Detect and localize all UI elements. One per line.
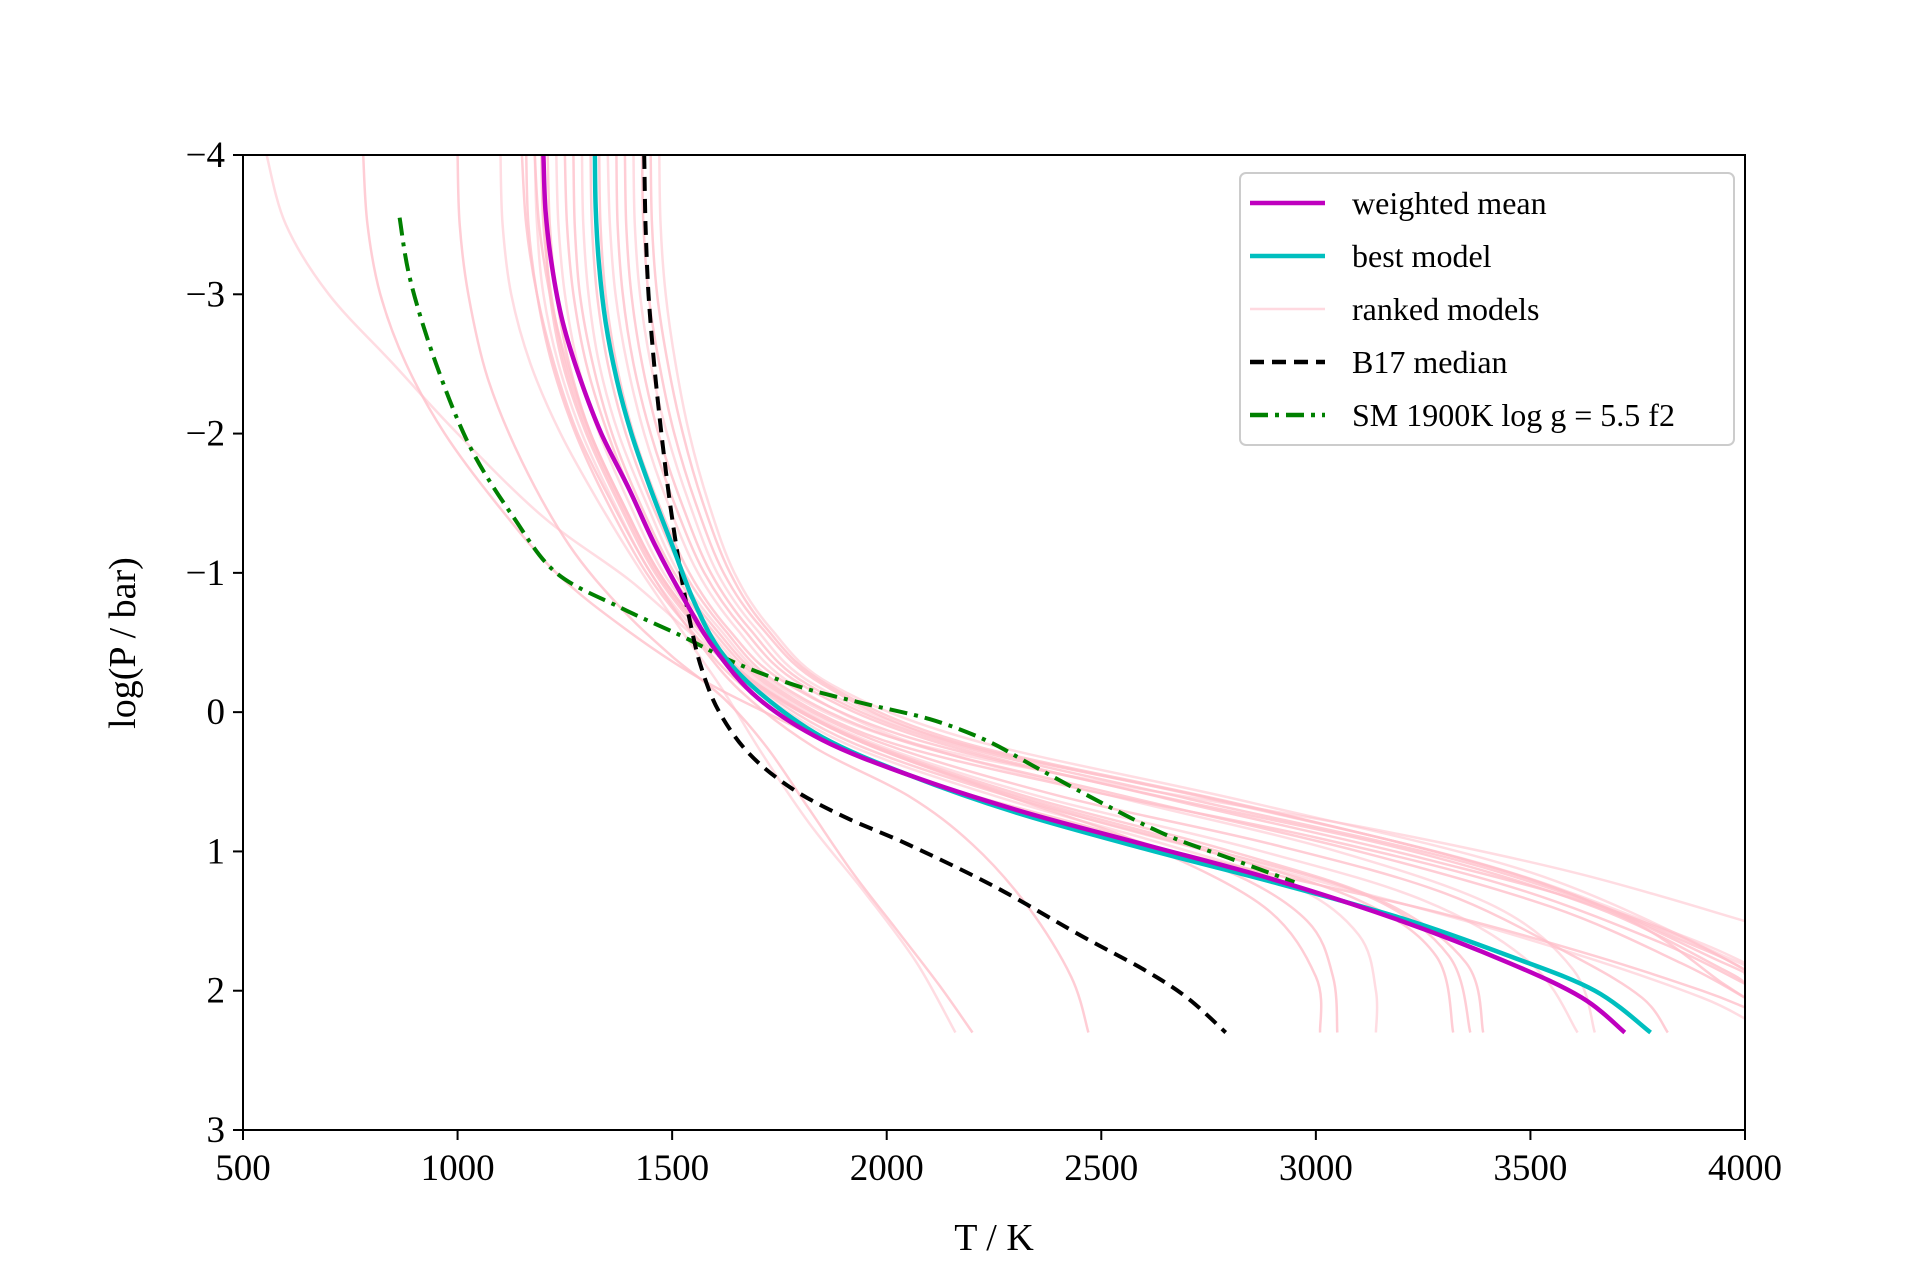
y-tick-label: −1: [186, 553, 225, 594]
b17-median-line: [642, 155, 1228, 1034]
y-tick-label: 0: [207, 692, 226, 733]
x-tick-label: 3000: [1279, 1148, 1353, 1189]
ranked-model-line: [649, 155, 1745, 976]
ranked-model-line: [615, 155, 1745, 999]
ranked-model-line: [623, 155, 1745, 971]
legend-label: B17 median: [1352, 344, 1508, 380]
x-tick-label: 2500: [1064, 1148, 1138, 1189]
legend: weighted mean best model ranked models B17 …: [1239, 172, 1735, 446]
legend-label: best model: [1352, 238, 1492, 274]
weighted-mean-line: [541, 155, 1627, 1035]
x-tick-label: 3500: [1493, 1148, 1567, 1189]
y-tick-label: −4: [186, 135, 225, 176]
plot-frame: [242, 154, 1746, 1131]
x-tick-label: 1500: [635, 1148, 709, 1189]
ranked-model-line: [658, 155, 1745, 967]
x-tick-label: 2000: [850, 1148, 924, 1189]
y-tick-label: 3: [207, 1110, 226, 1151]
ranked-model-line: [572, 155, 1745, 985]
y-tick-label: 1: [207, 831, 226, 872]
best-model-line: [592, 155, 1652, 1035]
x-axis-ticks: 500 1000 1500 2000 2500 3000 3500 4000: [215, 1130, 1782, 1189]
x-tick-label: 4000: [1708, 1148, 1782, 1189]
sm-1900k-log-g-5-5-f2-line: [397, 217, 1296, 884]
ranked-model-line: [499, 155, 957, 1034]
main-series-group: [397, 155, 1652, 1035]
legend-label: weighted mean: [1352, 185, 1547, 221]
x-tick-label: 500: [215, 1148, 271, 1189]
legend-frame: [1239, 172, 1735, 446]
x-tick-label: 1000: [421, 1148, 495, 1189]
legend-label: SM 1900K log g = 5.5 f2: [1352, 397, 1675, 433]
y-tick-label: 2: [207, 971, 226, 1012]
y-axis-label: log(P / bar): [102, 557, 144, 729]
x-axis-label: T / K: [954, 1217, 1034, 1259]
y-axis-ticks: −4 −3 −2 −1 0 1 2 3: [186, 135, 243, 1151]
ranked-model-line: [555, 155, 1579, 1034]
y-tick-label: −2: [186, 414, 225, 455]
legend-label: ranked models: [1352, 291, 1540, 327]
ranked-model-line: [563, 155, 1669, 1034]
ranked-model-line: [589, 155, 1745, 999]
ranked-model-line: [456, 155, 974, 1034]
y-tick-label: −3: [186, 274, 225, 315]
